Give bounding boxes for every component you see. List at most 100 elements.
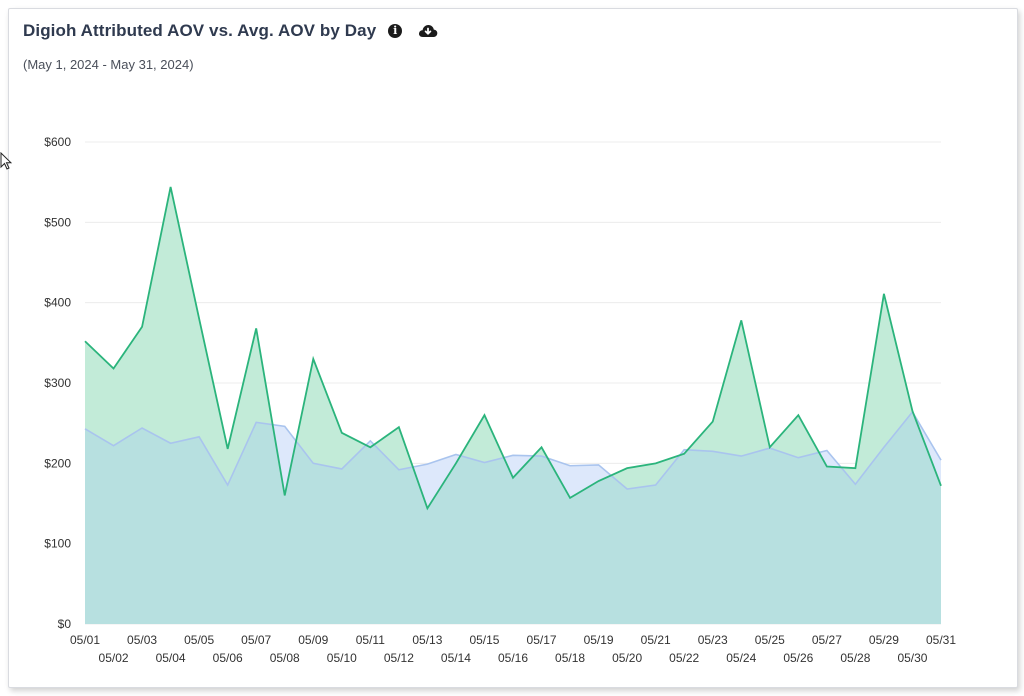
avg-aov-point[interactable] bbox=[881, 445, 886, 450]
y-tick-label: $600 bbox=[44, 135, 71, 149]
attributed-aov-point[interactable] bbox=[339, 430, 344, 435]
avg-aov-point[interactable] bbox=[396, 467, 401, 472]
attributed-aov-point[interactable] bbox=[282, 493, 287, 498]
attributed-aov-point[interactable] bbox=[710, 419, 715, 424]
attributed-aov-point[interactable] bbox=[539, 445, 544, 450]
attributed-aov-point[interactable] bbox=[254, 326, 259, 331]
avg-aov-point[interactable] bbox=[339, 466, 344, 471]
avg-aov-point[interactable] bbox=[482, 460, 487, 465]
avg-aov-point[interactable] bbox=[767, 446, 772, 451]
attributed-aov-point[interactable] bbox=[796, 413, 801, 418]
y-tick-label: $0 bbox=[58, 617, 72, 631]
x-tick-label: 05/04 bbox=[156, 651, 186, 665]
avg-aov-point[interactable] bbox=[311, 461, 316, 466]
chart-card: Digioh Attributed AOV vs. Avg. AOV by Da… bbox=[8, 8, 1018, 688]
attributed-aov-point[interactable] bbox=[225, 446, 230, 451]
date-range-subtitle: (May 1, 2024 - May 31, 2024) bbox=[23, 57, 194, 72]
avg-aov-point[interactable] bbox=[625, 487, 630, 492]
x-tick-label: 05/21 bbox=[641, 633, 671, 647]
attributed-aov-point[interactable] bbox=[368, 445, 373, 450]
x-tick-label: 05/28 bbox=[840, 651, 870, 665]
avg-aov-point[interactable] bbox=[254, 420, 259, 425]
avg-aov-point[interactable] bbox=[511, 453, 516, 458]
y-axis-ticks: $0 $100 $200 $300 $400 $500 $600 bbox=[44, 135, 71, 631]
attributed-aov-point[interactable] bbox=[824, 464, 829, 469]
attributed-aov-point[interactable] bbox=[197, 316, 202, 321]
x-tick-label: 05/31 bbox=[926, 633, 956, 647]
aov-area-chart: $0$100$200$300$400$500$600 05/0105/0205/… bbox=[44, 135, 956, 665]
x-tick-label: 05/22 bbox=[669, 651, 699, 665]
overlap-area bbox=[85, 411, 941, 624]
attributed-aov-point[interactable] bbox=[482, 413, 487, 418]
attributed-aov-point[interactable] bbox=[739, 318, 744, 323]
avg-aov-point[interactable] bbox=[368, 438, 373, 443]
x-tick-label: 05/29 bbox=[869, 633, 899, 647]
avg-aov-point[interactable] bbox=[824, 448, 829, 453]
cloud-download-icon[interactable] bbox=[418, 24, 438, 38]
avg-aov-point[interactable] bbox=[568, 463, 573, 468]
avg-aov-line bbox=[84, 410, 942, 490]
avg-aov-point[interactable] bbox=[910, 409, 915, 414]
attributed-aov-point[interactable] bbox=[653, 461, 658, 466]
avg-aov-point[interactable] bbox=[168, 441, 173, 446]
x-tick-label: 05/18 bbox=[555, 651, 585, 665]
avg-aov-point[interactable] bbox=[140, 425, 145, 430]
attributed-aov-point[interactable] bbox=[881, 291, 886, 296]
avg-aov-point[interactable] bbox=[425, 462, 430, 467]
attributed-aov-point[interactable] bbox=[939, 483, 944, 488]
attributed-aov-point[interactable] bbox=[511, 475, 516, 480]
info-icon[interactable]: i bbox=[388, 24, 403, 38]
avg-aov-point[interactable] bbox=[83, 426, 88, 431]
x-tick-label: 05/08 bbox=[270, 651, 300, 665]
x-tick-label: 05/10 bbox=[327, 651, 357, 665]
x-tick-label: 05/03 bbox=[127, 633, 157, 647]
x-tick-label: 05/13 bbox=[412, 633, 442, 647]
attributed-aov-point[interactable] bbox=[140, 324, 145, 329]
avg-aov-point[interactable] bbox=[653, 483, 658, 488]
avg-aov-point[interactable] bbox=[453, 452, 458, 457]
avg-aov-point[interactable] bbox=[197, 434, 202, 439]
avg-aov-point[interactable] bbox=[539, 454, 544, 459]
avg-aov-point[interactable] bbox=[710, 449, 715, 454]
x-tick-label: 05/14 bbox=[441, 651, 471, 665]
attributed-aov-point[interactable] bbox=[111, 366, 116, 371]
avg-aov-point[interactable] bbox=[225, 483, 230, 488]
y-tick-label: $300 bbox=[44, 376, 71, 390]
attributed-aov-point[interactable] bbox=[425, 506, 430, 511]
x-tick-label: 05/30 bbox=[897, 651, 927, 665]
attributed-aov-point[interactable] bbox=[311, 356, 316, 361]
attributed-aov-point[interactable] bbox=[625, 466, 630, 471]
avg-aov-point[interactable] bbox=[739, 454, 744, 459]
attributed-aov-point[interactable] bbox=[568, 495, 573, 500]
x-axis-ticks: 05/01 05/02 05/03 05/04 05/05 05/06 05/07 05/08… bbox=[70, 633, 956, 665]
avg-aov-point[interactable] bbox=[939, 458, 944, 463]
x-tick-label: 05/24 bbox=[726, 651, 756, 665]
attributed-aov-point[interactable] bbox=[853, 466, 858, 471]
attributed-aov-point[interactable] bbox=[453, 461, 458, 466]
attributed-aov-point[interactable] bbox=[596, 479, 601, 484]
y-tick-label: $400 bbox=[44, 296, 71, 310]
avg-aov-point[interactable] bbox=[111, 443, 116, 448]
y-tick-label: $100 bbox=[44, 537, 71, 551]
attributed-aov-point[interactable] bbox=[168, 184, 173, 189]
x-tick-label: 05/07 bbox=[241, 633, 271, 647]
attributed-aov-point[interactable] bbox=[83, 339, 88, 344]
x-tick-label: 05/05 bbox=[184, 633, 214, 647]
avg-aov-point[interactable] bbox=[596, 462, 601, 467]
chart-title: Digioh Attributed AOV vs. Avg. AOV by Da… bbox=[23, 21, 377, 40]
avg-aov-point[interactable] bbox=[682, 447, 687, 452]
x-tick-label: 05/09 bbox=[298, 633, 328, 647]
mouse-cursor-icon bbox=[0, 152, 12, 170]
avg-aov-point[interactable] bbox=[853, 482, 858, 487]
attributed-aov-point[interactable] bbox=[396, 425, 401, 430]
avg-aov-point[interactable] bbox=[796, 455, 801, 460]
avg-aov-point[interactable] bbox=[282, 424, 287, 429]
x-tick-label: 05/01 bbox=[70, 633, 100, 647]
y-tick-label: $200 bbox=[44, 456, 71, 470]
chart-header: Digioh Attributed AOV vs. Avg. AOV by Da… bbox=[23, 21, 438, 41]
x-tick-label: 05/17 bbox=[527, 633, 557, 647]
x-tick-label: 05/12 bbox=[384, 651, 414, 665]
y-tick-label: $500 bbox=[44, 215, 71, 229]
x-tick-label: 05/11 bbox=[356, 633, 385, 647]
x-tick-label: 05/25 bbox=[755, 633, 785, 647]
